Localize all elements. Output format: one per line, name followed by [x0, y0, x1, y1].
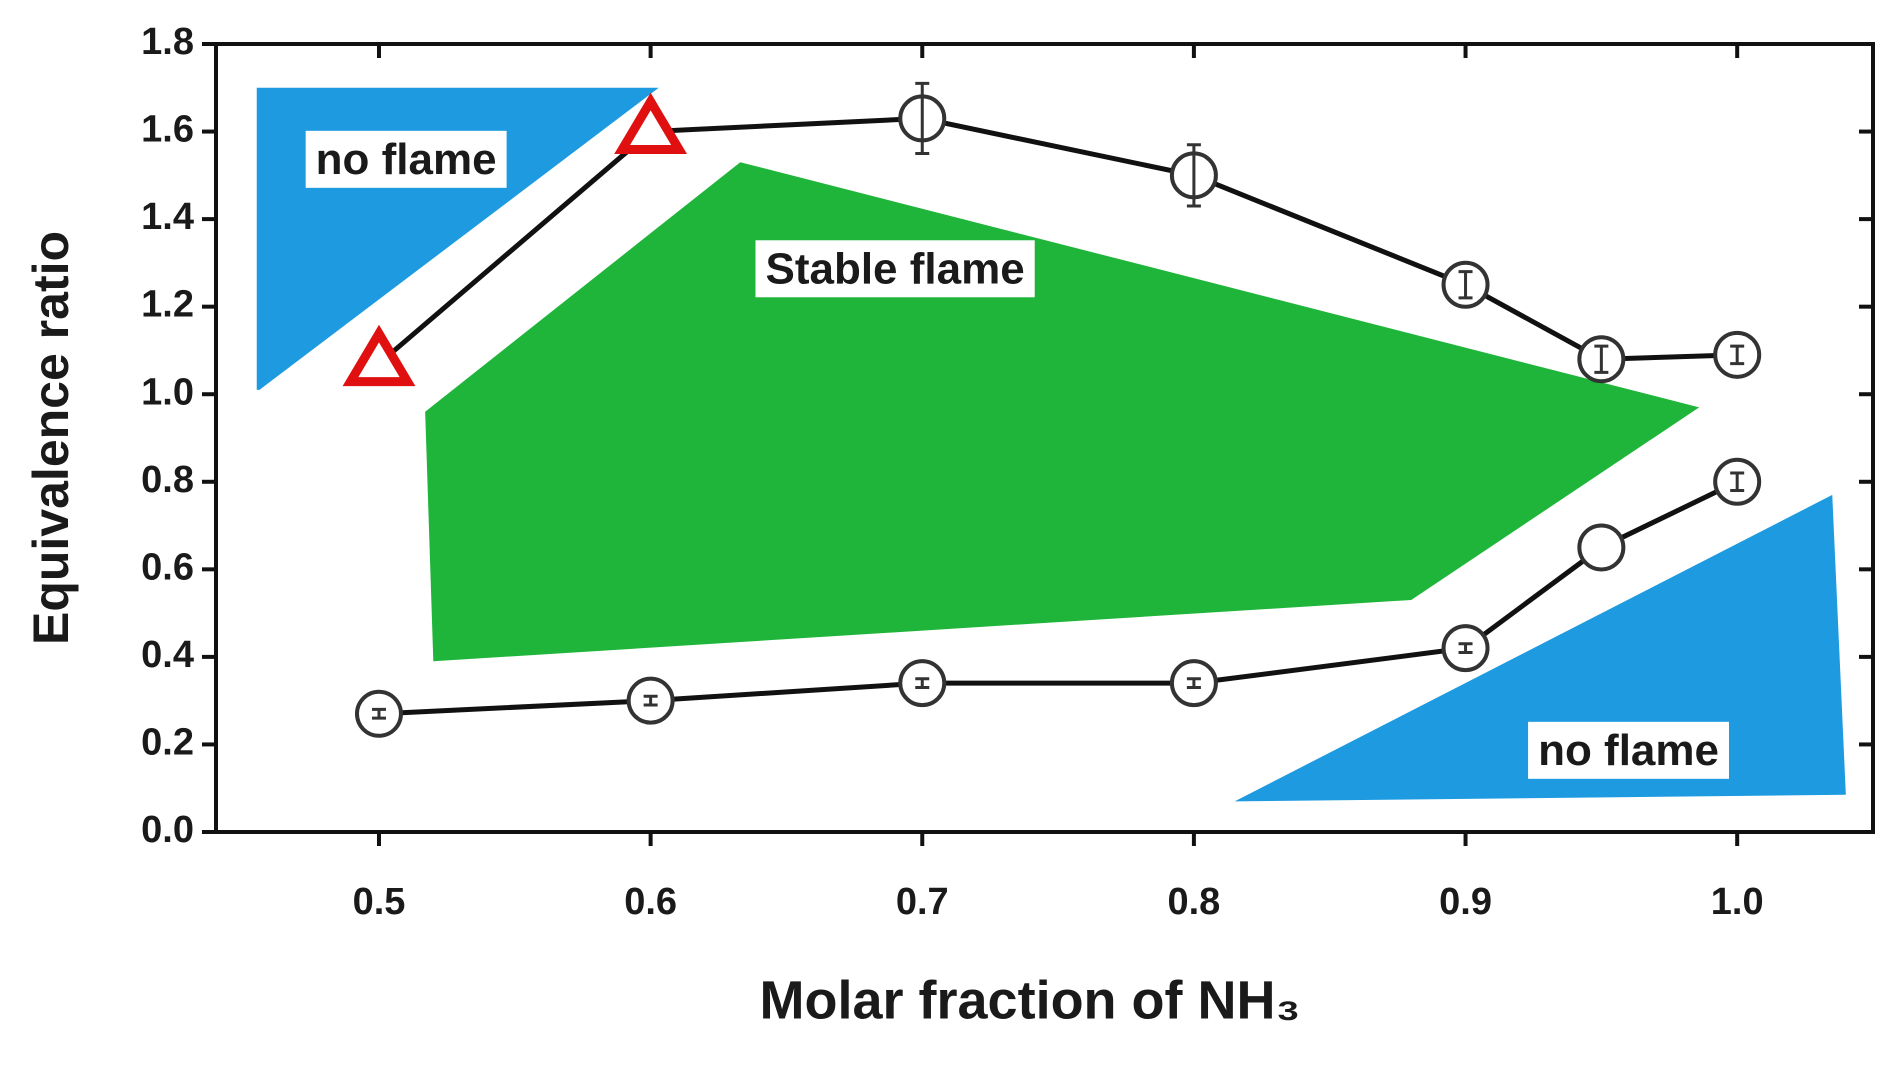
marker-triangle	[342, 324, 416, 387]
region-label: Stable flame	[765, 244, 1024, 293]
error-bar	[1458, 270, 1473, 300]
plot-frame	[214, 42, 1875, 834]
error-bar	[1730, 471, 1745, 493]
error-bar	[1594, 344, 1609, 374]
x-tick-label: 0.7	[896, 881, 949, 923]
error-bar	[1730, 344, 1745, 366]
x-axis-label: Molar fraction of NH₃	[760, 970, 1301, 1030]
y-tick-label: 0.6	[141, 546, 194, 588]
region-label-bg	[755, 240, 1035, 298]
y-tick-label: 1.2	[141, 284, 194, 326]
marker-circle	[1577, 523, 1626, 572]
error-bar	[1458, 642, 1473, 655]
y-tick-label: 1.6	[141, 109, 194, 151]
error-bar	[915, 677, 930, 690]
y-tick-label: 1.4	[141, 196, 194, 238]
y-tick-label: 0.2	[141, 721, 194, 763]
error-bar	[915, 81, 930, 155]
x-tick-label: 0.9	[1439, 881, 1492, 923]
y-tick-label: 0.0	[141, 809, 194, 851]
region-label: no flame	[316, 135, 497, 184]
error-bar	[643, 694, 658, 707]
x-tick-label: 0.8	[1167, 881, 1220, 923]
y-tick-label: 1.8	[141, 21, 194, 63]
error-bar	[371, 707, 386, 720]
region-label-bg	[1528, 721, 1729, 779]
x-tick-label: 0.6	[624, 881, 677, 923]
y-tick-label: 0.4	[141, 634, 194, 676]
y-tick-label: 1.0	[141, 371, 194, 413]
marker-triangle	[614, 92, 688, 155]
region-label-bg	[305, 130, 507, 188]
error-bar	[1186, 143, 1201, 208]
x-tick-label: 1.0	[1711, 881, 1764, 923]
y-tick-label: 0.8	[141, 459, 194, 501]
error-bar	[1186, 677, 1201, 690]
region-label: no flame	[1538, 726, 1719, 775]
region	[425, 162, 1700, 662]
y-axis-label: Equivalence ratio	[23, 231, 79, 645]
x-tick-label: 0.5	[353, 881, 406, 923]
